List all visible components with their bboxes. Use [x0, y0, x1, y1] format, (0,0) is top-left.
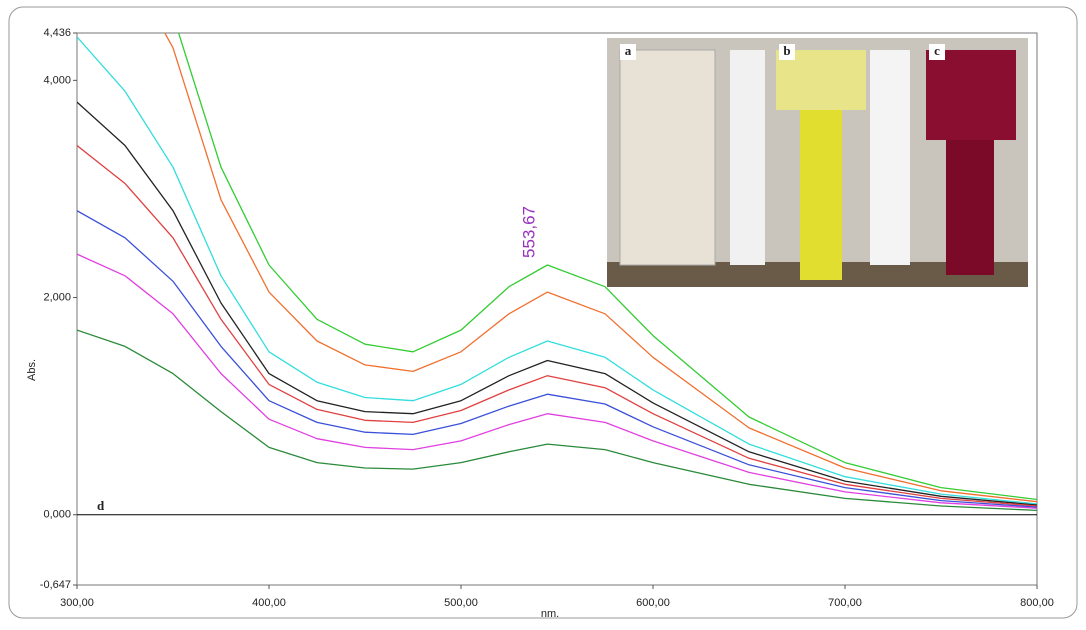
- y-tick-label: 2,000: [43, 291, 71, 303]
- inset-label: a: [625, 43, 632, 58]
- x-tick-label: 400,00: [252, 597, 286, 609]
- x-axis-label: nm.: [541, 608, 559, 620]
- cuvette: [800, 110, 842, 280]
- inset-label: b: [783, 43, 790, 58]
- x-tick-label: 700,00: [828, 597, 862, 609]
- x-tick-label: 800,00: [1020, 597, 1054, 609]
- peak-annotation: 553,67: [519, 206, 538, 258]
- y-tick-label: 4,436: [43, 27, 71, 39]
- y-tick-label: -0,647: [40, 579, 71, 591]
- cuvette: [926, 50, 1016, 140]
- panel-label: d: [97, 498, 105, 513]
- inset-label: c: [934, 43, 940, 58]
- y-axis-label: Abs.: [26, 359, 38, 381]
- spectrum-line: [77, 254, 1037, 508]
- y-tick-label: 0,000: [43, 509, 71, 521]
- inset-photo: [607, 38, 1028, 287]
- y-tick-label: 4,000: [43, 74, 71, 86]
- cuvette: [620, 50, 715, 265]
- chart: Abs. nm. -0,647 0,000 2,000 4,000 4,436 300,0…: [0, 0, 1086, 625]
- x-tick-label: 600,00: [636, 597, 670, 609]
- x-tick-label: 500,00: [444, 597, 478, 609]
- spectrum-line: [77, 330, 1037, 510]
- cuvette: [946, 140, 994, 275]
- cuvette-side: [870, 50, 910, 265]
- page: Abs. nm. -0,647 0,000 2,000 4,000 4,436 300,0…: [0, 0, 1086, 625]
- x-tick-label: 300,00: [60, 597, 94, 609]
- cuvette-side: [730, 50, 765, 265]
